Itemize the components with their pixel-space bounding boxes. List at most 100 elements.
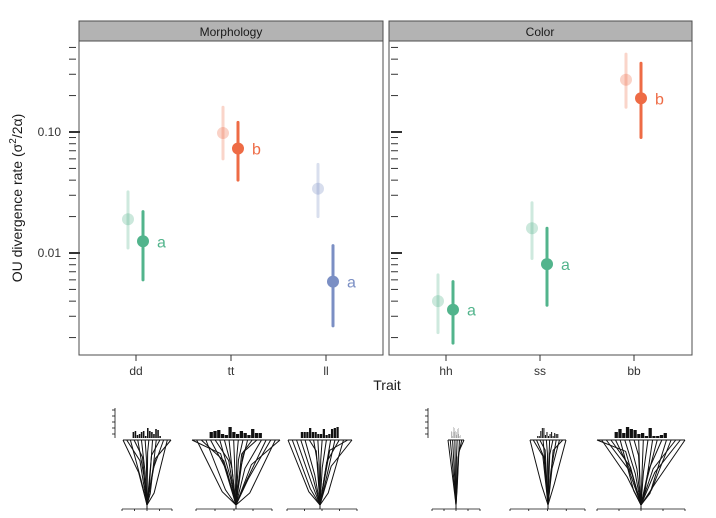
tree-branch [146,439,172,506]
point [447,303,459,316]
tree-branch [615,439,642,506]
histogram-bar [554,433,556,438]
tree-branch [228,439,237,506]
strip-morphology-label: Morphology [200,25,263,39]
histogram-bar [625,427,630,438]
tree-branch [126,439,148,506]
tree-branch [547,439,564,506]
tree-branch [296,439,321,506]
tree-branch [319,439,344,506]
tree-branch [547,439,567,506]
histogram-bar [633,430,637,438]
phylogeny-trees [112,408,686,511]
histogram-bar [333,428,336,438]
x-axis-title: Trait [373,377,401,393]
histogram-bar [656,436,660,438]
histogram-bar [644,436,649,438]
tree-branch [529,439,549,506]
tree-branch [235,439,244,506]
tree-branch [640,439,677,506]
histogram-bar [618,429,622,438]
tree-branch [235,439,272,506]
point [137,235,149,248]
histogram-bar [549,434,551,438]
tree-branch [319,439,323,506]
histogram-bar [209,432,213,438]
x-tick-label: bb [627,364,641,378]
tree-branch [304,439,321,506]
histogram-bar [548,436,550,438]
x-axis: dd tt ll hh ss bb [129,355,641,378]
y-axis-title-main: OU divergence rate (σ [9,143,25,282]
histogram-bar [217,430,221,438]
tree-branch [205,439,237,506]
histogram-bar [317,434,320,438]
tree-branch [640,439,663,506]
group-letter: a [561,257,570,274]
group-letter: a [347,275,356,292]
tree-branch [547,439,554,506]
histogram-bar [325,435,328,438]
histogram-bar [134,431,137,438]
histogram-bar [544,435,546,438]
tree-group [191,427,281,511]
faded-point [312,182,324,195]
tree-branch [210,439,237,506]
histogram-bar [243,433,247,438]
tree-branch [640,439,681,506]
point [327,275,339,288]
histogram-bar [546,432,548,438]
tree-branch [214,439,237,506]
histogram-bar [228,427,232,438]
tree-branch [319,439,353,506]
histogram-bar [629,429,633,438]
x-tick-label: tt [228,364,235,378]
histogram-bar [151,432,153,438]
y-tick-label: 0.10 [38,125,62,139]
y-axis-title-sup: 2 [8,138,19,144]
y-tick-label: 0.01 [38,246,62,260]
group-letter: a [157,234,166,251]
histogram-bar [538,436,540,438]
histogram-bar [322,429,325,438]
faded-point [526,222,538,235]
tree-branch [624,439,642,506]
point [541,258,553,271]
y-axis-inner [391,46,402,339]
histogram-bar [622,433,626,438]
panel-morphology [78,40,384,356]
histogram-bar [614,432,618,438]
tree-branch [146,439,161,506]
point [635,92,647,105]
histogram-bar [541,428,543,438]
histogram-bar [254,433,259,438]
faded-point [432,295,444,308]
tree-branch [235,439,258,506]
histogram-bar [213,431,217,438]
tree-group [596,427,686,511]
histogram-bar [157,430,159,438]
faded-point [122,213,134,226]
tree-branch [196,439,237,506]
tree-branch [291,439,321,506]
histogram-bar [138,434,141,438]
x-tick-label: ss [534,364,546,378]
histogram-bar [336,427,339,438]
histogram-bar [142,431,145,438]
tree-branch [146,439,150,506]
histogram-bar [641,433,645,438]
tree-branch [628,439,642,506]
histogram-bar [637,434,641,438]
group-letter: b [655,91,664,108]
histogram-bar [320,434,323,438]
histogram-bar [659,435,664,438]
histogram-bar [247,435,251,438]
histogram-bar [328,434,331,438]
histogram-bar [224,435,228,438]
tree-branch [129,439,148,506]
histogram-bar [153,434,155,438]
tree-branch [455,439,465,506]
x-tick-label: dd [129,364,142,378]
tree-branch [300,439,321,506]
histogram-bar [551,432,553,438]
